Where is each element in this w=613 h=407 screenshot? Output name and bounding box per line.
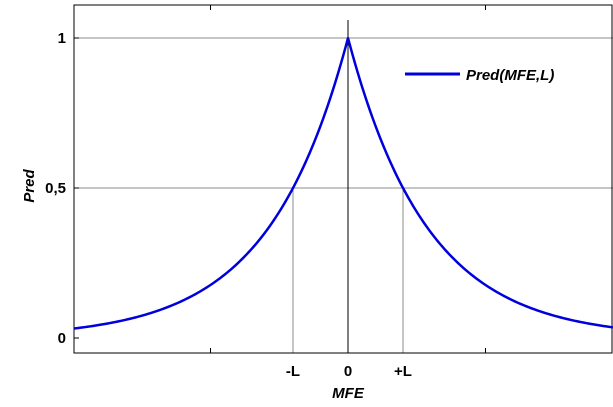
legend: Pred(MFE,L) [405,67,554,84]
x-tick-label: +L [394,363,412,380]
tick-labels: 0 0,5 1 -L 0 +L [45,30,412,380]
x-tick-label: -L [286,363,300,380]
y-axis-label: Pred [21,168,38,202]
axes [73,4,613,354]
legend-entry-pred: Pred(MFE,L) [466,67,554,84]
plot-frame [73,4,613,354]
grid-lines [74,20,613,353]
x-axis-label: MFE [332,385,365,402]
y-tick-label: 1 [58,30,66,47]
series-line-pred [73,36,613,330]
y-tick-label: 0,5 [45,180,66,197]
series-layer [73,36,613,330]
x-tick-label: 0 [344,363,352,380]
y-tick-label: 0 [58,330,66,347]
